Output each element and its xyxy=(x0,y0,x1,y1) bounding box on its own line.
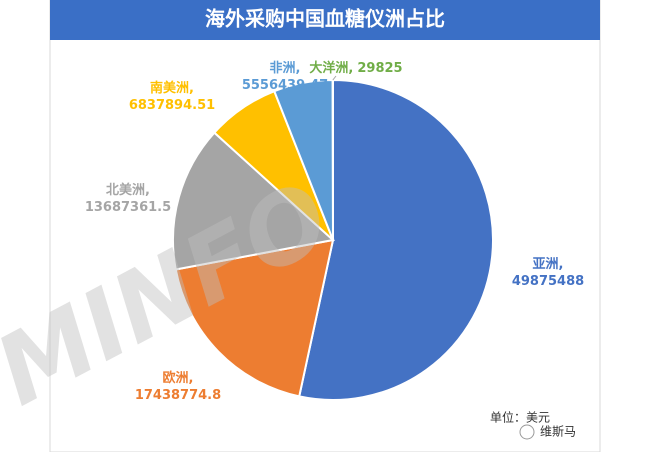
label-category: 欧洲 xyxy=(163,370,189,386)
unit-note: 单位：美元 xyxy=(490,410,550,425)
label-separator: , xyxy=(189,371,194,386)
label-value: 13687361.5 xyxy=(85,200,171,215)
label-separator: , xyxy=(348,61,353,76)
pie xyxy=(172,78,494,401)
label-value: 29825 xyxy=(357,61,402,76)
data-label: 亚洲, 49875488 xyxy=(512,257,584,289)
label-separator: , xyxy=(559,257,564,272)
title-bar xyxy=(50,0,600,40)
label-separator: , xyxy=(145,183,150,198)
label-value: 5556439.47 xyxy=(242,78,328,93)
data-label: 欧洲, 17438774.8 xyxy=(135,370,221,403)
label-category: 亚洲 xyxy=(533,257,559,272)
leader-line xyxy=(332,75,337,81)
source: 维斯马 xyxy=(540,425,576,439)
label-category: 大洋洲 xyxy=(309,60,348,76)
data-label: 非洲, 5556439.47 xyxy=(242,60,328,93)
pie-slice xyxy=(174,238,335,398)
pie-slice xyxy=(172,131,336,271)
data-label: 北美洲, 13687361.5 xyxy=(85,182,171,215)
chart-title: 海外采购中国血糖仪洲占比 xyxy=(205,7,445,31)
label-category: 南美洲 xyxy=(150,80,189,96)
data-label: 南美洲, 6837894.51 xyxy=(129,80,215,113)
pie-slice xyxy=(298,78,494,401)
label-value: 49875488 xyxy=(512,274,584,289)
wechat-icon xyxy=(519,424,535,440)
label-value: 17438774.8 xyxy=(135,388,221,403)
label-value: 6837894.51 xyxy=(129,98,215,113)
label-separator: , xyxy=(189,81,194,96)
label-category: 北美洲 xyxy=(106,182,145,198)
label-separator: , xyxy=(296,61,301,76)
label-category: 非洲 xyxy=(270,60,296,76)
data-label: 大洋洲, 29825 xyxy=(309,60,402,76)
